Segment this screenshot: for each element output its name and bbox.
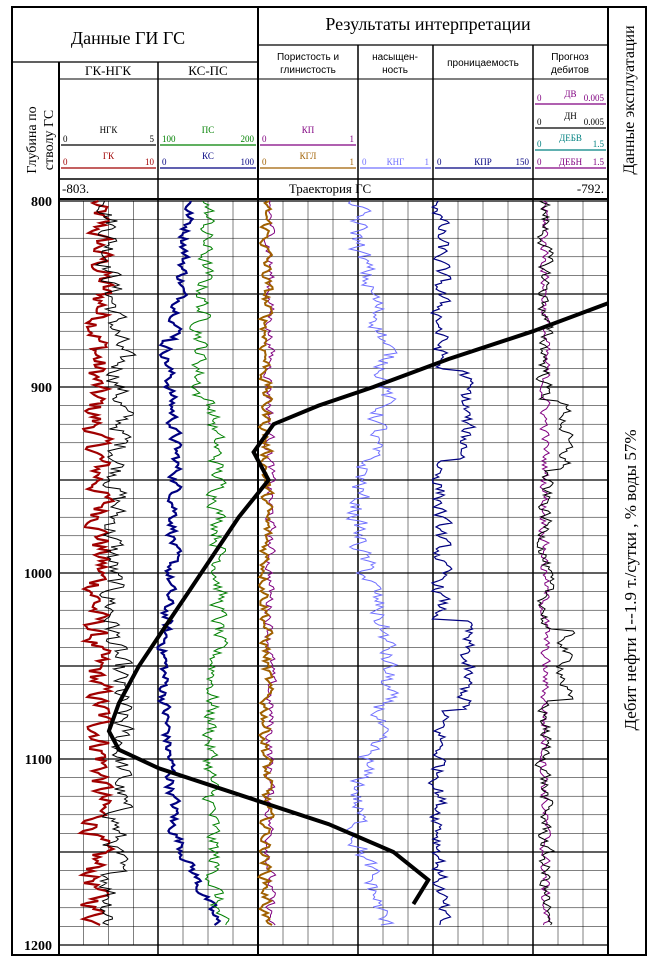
scale-min: 0: [537, 93, 542, 103]
track-title-permeability: проницаемость: [447, 58, 519, 69]
scale-max: 1: [425, 157, 430, 167]
scale-name: ДЕБН: [559, 157, 583, 167]
results-title: Результаты интерпретации: [325, 14, 531, 34]
depth-tick-label: 900: [31, 381, 52, 396]
scale-min: 100: [162, 134, 176, 144]
scale-max: 0.005: [584, 93, 605, 103]
log-curves: [76, 199, 576, 927]
depth-tick-label: 1000: [24, 567, 52, 582]
scale-max: 0.005: [584, 117, 605, 127]
curve-НГК: [94, 200, 137, 926]
depth-tick-label: 1100: [25, 753, 52, 768]
scale-name: ДЕБВ: [559, 133, 582, 143]
trajectory-curve: [106, 301, 609, 906]
scale-name: КС: [202, 151, 214, 161]
traj-right-value: -792.: [577, 181, 604, 196]
gis-data-title: Данные ГИ ГС: [71, 28, 185, 48]
scale-max: 150: [516, 157, 530, 167]
scale-max: 1.5: [593, 139, 605, 149]
curve-ГК: [76, 199, 117, 927]
curve-КНГ: [344, 200, 400, 926]
scale-max: 200: [241, 134, 255, 144]
scale-name: КП: [302, 125, 315, 135]
curve-КПР: [427, 200, 477, 926]
scale-min: 0: [362, 157, 367, 167]
scale-min: 0: [63, 157, 68, 167]
scale-name: ГК: [103, 151, 115, 161]
scale-name: КНГ: [387, 157, 405, 167]
scale-min: 0: [537, 117, 542, 127]
depth-tick-labels: 800 900 1000 1100 1200: [24, 195, 52, 954]
depth-grid: [59, 200, 608, 946]
depth-tick-label: 800: [31, 195, 52, 210]
scale-min: 0: [262, 134, 267, 144]
track-title-saturation: насыщен-ность: [372, 52, 418, 76]
scale-name: ПС: [202, 125, 215, 135]
curve-ПС: [189, 200, 230, 926]
scale-name: КГЛ: [300, 151, 317, 161]
scale-name: КПР: [474, 157, 492, 167]
scale-max: 100: [241, 157, 255, 167]
scale-max: 5: [150, 134, 155, 144]
scale-min: 0: [262, 157, 267, 167]
scale-max: 10: [145, 157, 155, 167]
scale-min: 0: [162, 157, 167, 167]
depth-axis-title: Глубина по стволу ГС: [25, 106, 57, 173]
scale-max: 1: [350, 157, 355, 167]
scale-max: 1: [350, 134, 355, 144]
scale-max: 1.5: [593, 157, 605, 167]
scale-min: 0: [537, 157, 542, 167]
scale-name: ДН: [564, 111, 577, 121]
curve-КС: [156, 200, 222, 926]
scale-min: 0: [537, 139, 542, 149]
exploitation-title: Данные эксплуатации: [621, 25, 638, 175]
track-title-forecast: Прогноз дебитов: [551, 52, 589, 76]
outer-frame: [11, 6, 647, 956]
scale-min: 0: [437, 157, 442, 167]
traj-left-value: -803.: [62, 181, 89, 196]
depth-tick-label: 1200: [24, 939, 52, 954]
track-title-gk-ngk: ГК-НГК: [85, 63, 131, 78]
trajectory-label: Траектория ГС: [289, 181, 371, 196]
track-title-porosity: Пористость и глинистость: [277, 52, 339, 76]
scale-min: 0: [63, 134, 68, 144]
track-title-ks-ps: КС-ПС: [188, 63, 227, 78]
exploitation-note: Дебит нефти 1--1.9 т./сутки , % воды 57%: [621, 429, 640, 730]
scale-name: НГК: [100, 125, 119, 135]
curve-ДН: [534, 200, 576, 926]
scale-name: ДВ: [564, 89, 576, 99]
curve-ДЕБН: [538, 200, 552, 926]
